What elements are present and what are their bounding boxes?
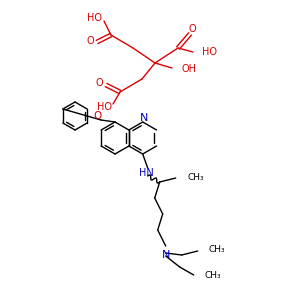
Text: HO: HO [97, 102, 112, 112]
Text: O: O [86, 36, 94, 46]
Text: HO: HO [202, 47, 217, 57]
Text: CH₃: CH₃ [205, 271, 221, 280]
Text: O: O [188, 24, 196, 34]
Text: N: N [161, 250, 170, 260]
Text: O: O [95, 78, 103, 88]
Text: HO: HO [88, 13, 103, 23]
Text: CH₃: CH₃ [209, 245, 225, 254]
Text: HN: HN [139, 168, 154, 178]
Text: OH: OH [181, 64, 196, 74]
Text: O: O [93, 111, 101, 121]
Text: N: N [140, 113, 148, 123]
Text: CH₃: CH₃ [188, 172, 204, 182]
